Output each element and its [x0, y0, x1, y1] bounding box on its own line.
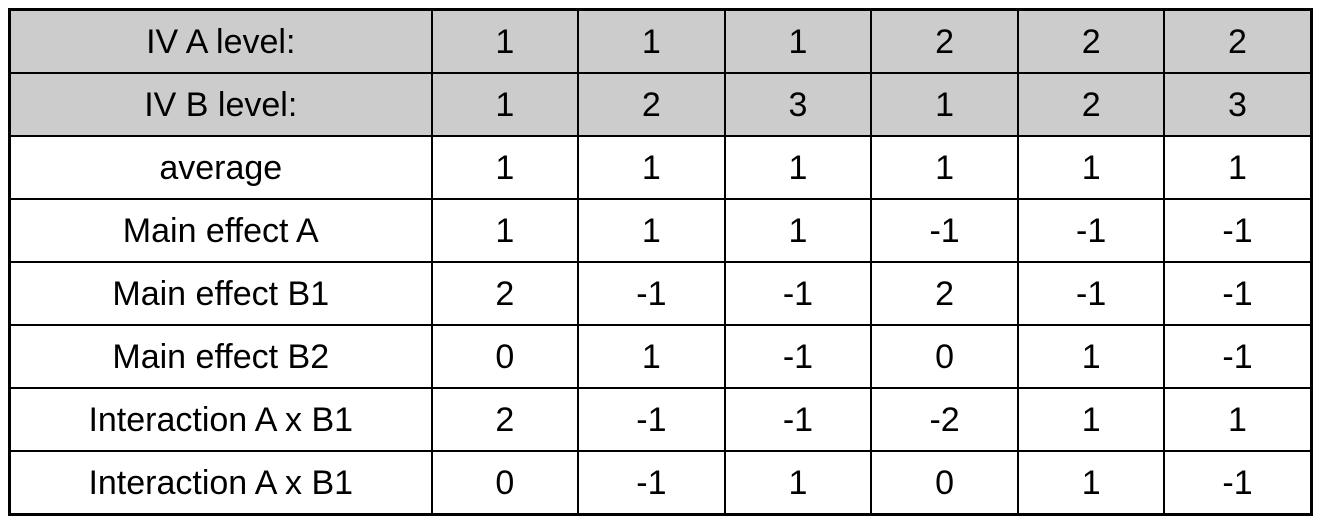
table-cell: 0	[430, 324, 580, 389]
table-cell: -1	[577, 261, 726, 326]
table-cell: 2	[1016, 72, 1166, 137]
table-row-main-effect-b1: Main effect B1 2 -1 -1 2 -1 -1	[8, 261, 1313, 326]
table-cell: -2	[870, 387, 1019, 452]
table-row-iv-b-level: IV B level: 1 2 3 1 2 3	[8, 72, 1313, 137]
table-cell: 0	[430, 450, 580, 516]
table-cell: 2	[430, 261, 580, 326]
table-cell: 1	[577, 198, 726, 263]
table-row-main-effect-a: Main effect A 1 1 1 -1 -1 -1	[8, 198, 1313, 263]
table-cell: 1	[577, 324, 726, 389]
table-cell: 2	[1016, 8, 1166, 74]
table-cell: 1	[1016, 450, 1166, 516]
table-cell: -1	[1163, 450, 1313, 516]
table-cell: 0	[870, 450, 1019, 516]
table-cell: 1	[870, 135, 1019, 200]
table-cell: 3	[1163, 72, 1313, 137]
table-cell: 1	[1016, 387, 1166, 452]
table-cell: -1	[723, 387, 873, 452]
table-cell: 2	[430, 387, 580, 452]
table-cell: -1	[723, 324, 873, 389]
table-cell: -1	[870, 198, 1019, 263]
row-label: Main effect A	[8, 198, 433, 263]
table-row-average: average 1 1 1 1 1 1	[8, 135, 1313, 200]
row-label: IV B level:	[8, 72, 433, 137]
table-cell: 1	[870, 72, 1019, 137]
row-label: IV A level:	[8, 8, 433, 74]
table-cell: -1	[1016, 261, 1166, 326]
table-row-interaction-a-b1-first: Interaction A x B1 2 -1 -1 -2 1 1	[8, 387, 1313, 452]
table-cell: 1	[577, 8, 726, 74]
table-cell: 1	[723, 450, 873, 516]
table-cell: 2	[577, 72, 726, 137]
table-cell: -1	[1163, 261, 1313, 326]
table-cell: -1	[1163, 324, 1313, 389]
row-label: Main effect B2	[8, 324, 433, 389]
row-label: Interaction A x B1	[8, 450, 433, 516]
table-cell: 1	[1016, 135, 1166, 200]
table-cell: -1	[577, 387, 726, 452]
table-cell: 1	[430, 198, 580, 263]
table-cell: 1	[723, 198, 873, 263]
row-label: average	[8, 135, 433, 200]
contrast-coding-table: IV A level: 1 1 1 2 2 2 IV B level: 1 2 …	[8, 8, 1313, 516]
table-row-interaction-a-b1-second: Interaction A x B1 0 -1 1 0 1 -1	[8, 450, 1313, 516]
table-cell: -1	[1163, 198, 1313, 263]
table-row-iv-a-level: IV A level: 1 1 1 2 2 2	[8, 8, 1313, 74]
table-cell: 2	[870, 8, 1019, 74]
table-cell: 1	[723, 8, 873, 74]
table-cell: 1	[430, 72, 580, 137]
table-cell: 0	[870, 324, 1019, 389]
table-cell: 1	[1163, 387, 1313, 452]
table-cell: 1	[1016, 324, 1166, 389]
table-cell: 2	[1163, 8, 1313, 74]
table-cell: -1	[1016, 198, 1166, 263]
table-cell: 1	[1163, 135, 1313, 200]
table-cell: 2	[870, 261, 1019, 326]
table-cell: 1	[577, 135, 726, 200]
table-cell: -1	[577, 450, 726, 516]
table-cell: 1	[430, 8, 580, 74]
table-cell: 1	[430, 135, 580, 200]
row-label: Interaction A x B1	[8, 387, 433, 452]
table-cell: -1	[723, 261, 873, 326]
table-row-main-effect-b2: Main effect B2 0 1 -1 0 1 -1	[8, 324, 1313, 389]
table-cell: 3	[723, 72, 873, 137]
table-cell: 1	[723, 135, 873, 200]
row-label: Main effect B1	[8, 261, 433, 326]
